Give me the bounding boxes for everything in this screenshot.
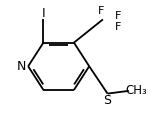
Text: F: F bbox=[114, 22, 121, 32]
Text: F: F bbox=[114, 11, 121, 21]
Text: S: S bbox=[103, 94, 111, 107]
Text: F: F bbox=[98, 6, 105, 15]
Text: CH₃: CH₃ bbox=[125, 84, 147, 97]
Text: I: I bbox=[42, 7, 45, 20]
Text: N: N bbox=[17, 60, 26, 73]
